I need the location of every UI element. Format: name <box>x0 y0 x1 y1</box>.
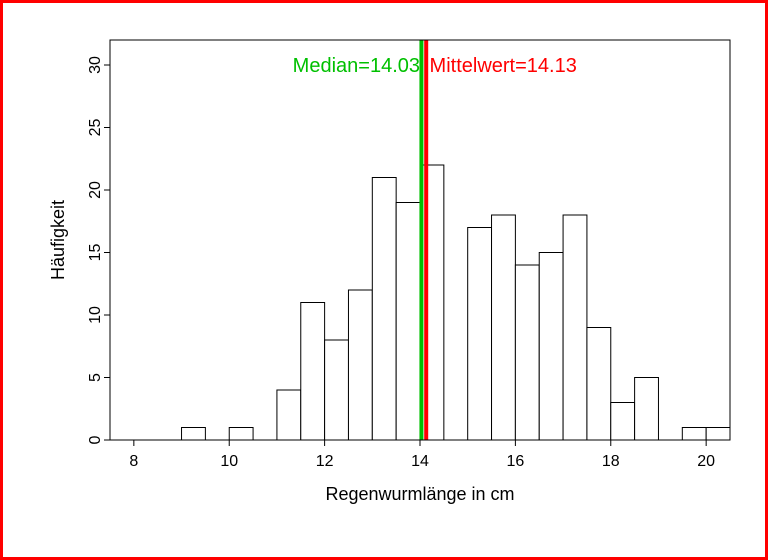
histogram-bar <box>182 428 206 441</box>
histogram-bar <box>372 178 396 441</box>
histogram-bar <box>468 228 492 441</box>
histogram-bar <box>515 265 539 440</box>
histogram-bar <box>563 215 587 440</box>
histogram-bar <box>277 390 301 440</box>
x-tick-label: 8 <box>129 453 138 470</box>
histogram-bar <box>587 328 611 441</box>
y-tick-label: 25 <box>87 119 104 137</box>
histogram-bar <box>635 378 659 441</box>
x-tick-label: 18 <box>602 453 620 470</box>
x-axis-label: Regenwurmlänge in cm <box>325 484 514 504</box>
x-tick-label: 12 <box>316 453 334 470</box>
histogram-svg: 8 10 12 14 16 18 20 Regenwurmlänge in cm 0 5 10 15 2… <box>0 0 768 560</box>
y-tick-label: 0 <box>87 435 104 444</box>
histogram-bar <box>682 428 706 441</box>
y-tick-label: 15 <box>87 244 104 262</box>
x-tick-label: 10 <box>220 453 238 470</box>
histogram-bar <box>420 165 444 440</box>
y-axis-label: Häufigkeit <box>48 200 68 280</box>
histogram-bar <box>348 290 372 440</box>
y-tick-label: 30 <box>87 56 104 74</box>
y-tick-label: 20 <box>87 181 104 199</box>
chart-container: 8 10 12 14 16 18 20 Regenwurmlänge in cm 0 5 10 15 2… <box>0 0 768 560</box>
x-tick-label: 20 <box>697 453 715 470</box>
histogram-bar <box>492 215 516 440</box>
annotation-label: Mittelwert=14.13 <box>430 55 577 77</box>
histogram-bar <box>396 203 420 441</box>
histogram-bar <box>229 428 253 441</box>
histogram-bar <box>301 303 325 441</box>
x-tick-label: 16 <box>506 453 524 470</box>
histogram-bar <box>539 253 563 441</box>
y-tick-label: 10 <box>87 306 104 324</box>
histogram-bar <box>325 340 349 440</box>
histogram-bar <box>706 428 730 441</box>
histogram-bar <box>611 403 635 441</box>
y-tick-label: 5 <box>87 373 104 382</box>
annotation-label: Median=14.03 <box>293 55 420 77</box>
x-tick-label: 14 <box>411 453 429 470</box>
